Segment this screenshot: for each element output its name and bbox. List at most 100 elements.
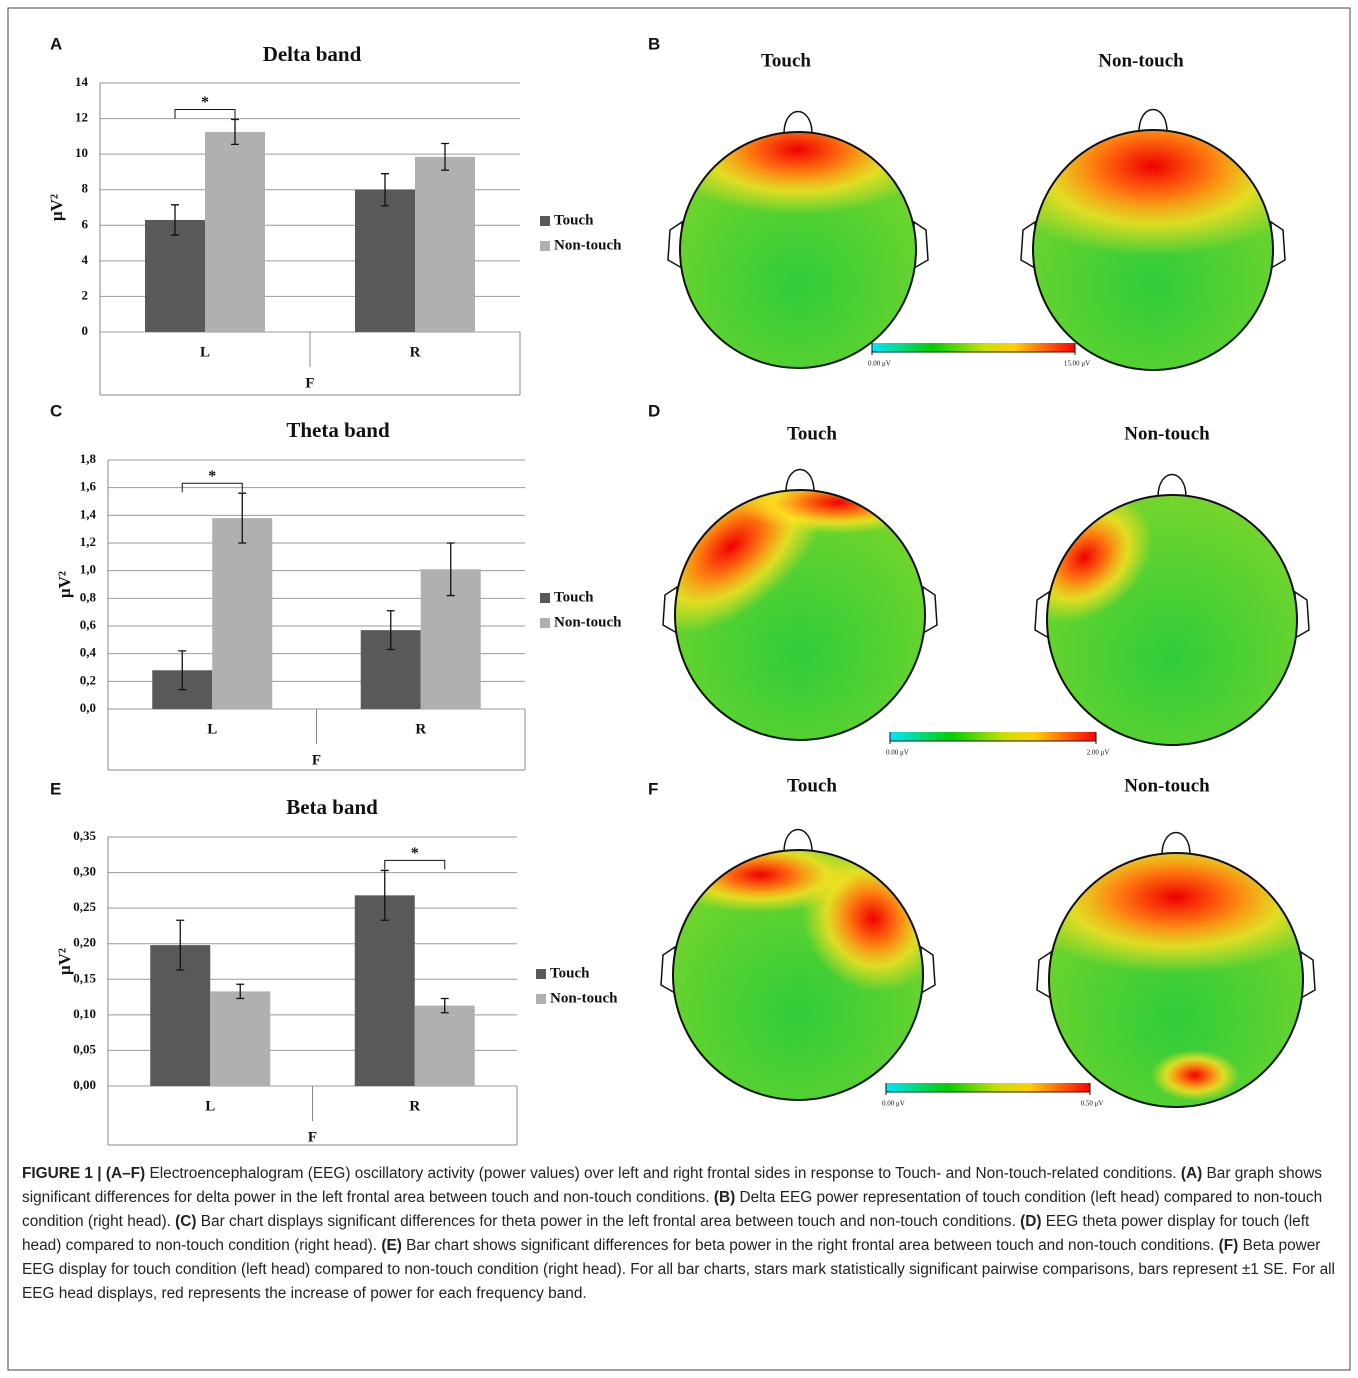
legend-swatch — [540, 593, 550, 603]
y-axis-label: μV² — [47, 194, 66, 221]
y-tick-label: 6 — [82, 216, 89, 231]
x-tick-label: R — [409, 1098, 420, 1114]
y-tick-label: 0,30 — [73, 864, 96, 879]
legend-swatch — [536, 994, 546, 1004]
significance-star: * — [411, 845, 419, 862]
colorbar-label: 0.00 μV — [882, 1100, 905, 1108]
topomap-hotspot — [738, 471, 938, 534]
chart-title: Beta band — [286, 795, 378, 819]
panel-letter: B — [648, 34, 660, 53]
head-nose — [1162, 833, 1190, 856]
x-axis-label: F — [308, 1129, 317, 1145]
bar — [210, 991, 270, 1086]
y-tick-label: 1,8 — [80, 451, 97, 466]
caption-bold: (A) — [1181, 1165, 1202, 1182]
topomap-hotspot — [1151, 1050, 1240, 1101]
x-axis-label: F — [305, 375, 314, 391]
bar — [415, 1006, 475, 1086]
y-tick-label: 1,4 — [80, 506, 97, 521]
legend-swatch — [536, 969, 546, 979]
legend-label: Non-touch — [550, 990, 618, 1006]
y-tick-label: 10 — [75, 145, 88, 160]
y-tick-label: 0,25 — [73, 899, 96, 914]
colorbar — [890, 732, 1096, 741]
panel-letter: A — [50, 34, 62, 53]
y-tick-label: 0,6 — [80, 617, 97, 632]
topomap — [1011, 821, 1341, 1107]
condition-label: Touch — [787, 775, 837, 796]
y-tick-label: 14 — [75, 74, 89, 89]
x-tick-label: R — [410, 344, 421, 360]
panel-letter: E — [50, 779, 61, 798]
caption-bold: FIGURE 1 | (A–F) — [22, 1165, 145, 1182]
y-tick-label: 12 — [75, 110, 88, 125]
legend-label: Touch — [550, 965, 590, 981]
y-tick-label: 0,0 — [80, 700, 96, 715]
legend-swatch — [540, 216, 550, 226]
y-tick-label: 0,10 — [73, 1006, 96, 1021]
y-tick-label: 0,8 — [80, 589, 97, 604]
x-axis-label: F — [312, 752, 321, 768]
y-tick-label: 1,6 — [80, 479, 97, 494]
y-tick-label: 0,2 — [80, 672, 96, 687]
colorbar-label: 2.00 μV — [1087, 749, 1110, 757]
y-tick-label: 1,0 — [80, 562, 96, 577]
caption-text: Bar chart shows significant differences … — [402, 1237, 1219, 1254]
legend-swatch — [540, 618, 550, 628]
caption-bold: (D) — [1020, 1213, 1041, 1230]
y-tick-label: 0,15 — [73, 970, 96, 985]
topomap — [605, 426, 938, 740]
condition-label: Touch — [761, 50, 811, 71]
head-nose — [786, 470, 814, 493]
panel-letter: D — [648, 401, 660, 420]
condition-label: Touch — [787, 423, 837, 444]
y-tick-label: 0,4 — [80, 645, 97, 660]
caption-bold: (E) — [381, 1237, 402, 1254]
x-tick-label: L — [205, 1098, 215, 1114]
colorbar-label: 0.50 μV — [1081, 1100, 1104, 1108]
panel-letter: C — [50, 401, 62, 420]
y-tick-label: 0,35 — [73, 828, 96, 843]
page: ABCDEFDelta band02468101214μV²FL*RTouchN… — [0, 0, 1358, 1378]
significance-star: * — [208, 468, 216, 485]
bar — [355, 895, 415, 1086]
bar — [145, 220, 205, 332]
bar — [205, 132, 265, 332]
head-nose — [1139, 110, 1167, 133]
y-tick-label: 2 — [82, 287, 89, 302]
x-tick-label: L — [200, 344, 210, 360]
bar — [415, 157, 475, 332]
legend-label: Non-touch — [554, 614, 622, 630]
y-tick-label: 0,05 — [73, 1041, 96, 1056]
panel-letter: F — [648, 779, 658, 798]
y-axis-label: μV² — [55, 571, 74, 598]
y-tick-label: 0,00 — [73, 1077, 96, 1092]
colorbar-label: 0.00 μV — [886, 749, 909, 757]
topomap-hotspot — [661, 838, 861, 913]
y-tick-label: 0,20 — [73, 935, 96, 950]
legend-swatch — [540, 241, 550, 251]
caption-bold: (B) — [714, 1189, 735, 1206]
head-nose — [784, 830, 812, 853]
condition-label: Non-touch — [1124, 775, 1210, 796]
x-tick-label: L — [207, 721, 217, 737]
legend-label: Touch — [554, 212, 594, 228]
bar — [355, 190, 415, 332]
caption-text: Bar chart displays significant differenc… — [197, 1213, 1021, 1230]
colorbar-label: 0.00 μV — [868, 360, 891, 368]
chart-title: Theta band — [286, 418, 390, 442]
y-tick-label: 8 — [82, 181, 89, 196]
legend-label: Non-touch — [554, 237, 622, 253]
condition-label: Non-touch — [1124, 423, 1210, 444]
topomap-hotspot — [656, 85, 939, 215]
caption-text: Electroencephalogram (EEG) oscillatory a… — [145, 1165, 1181, 1182]
condition-label: Non-touch — [1098, 50, 1184, 71]
head-nose — [1158, 475, 1186, 498]
bar — [212, 518, 272, 709]
caption-bold: (F) — [1219, 1237, 1239, 1254]
y-tick-label: 4 — [82, 252, 89, 267]
x-tick-label: R — [415, 721, 426, 737]
caption-bold: (C) — [175, 1213, 196, 1230]
colorbar — [886, 1083, 1090, 1092]
significance-star: * — [201, 94, 209, 111]
